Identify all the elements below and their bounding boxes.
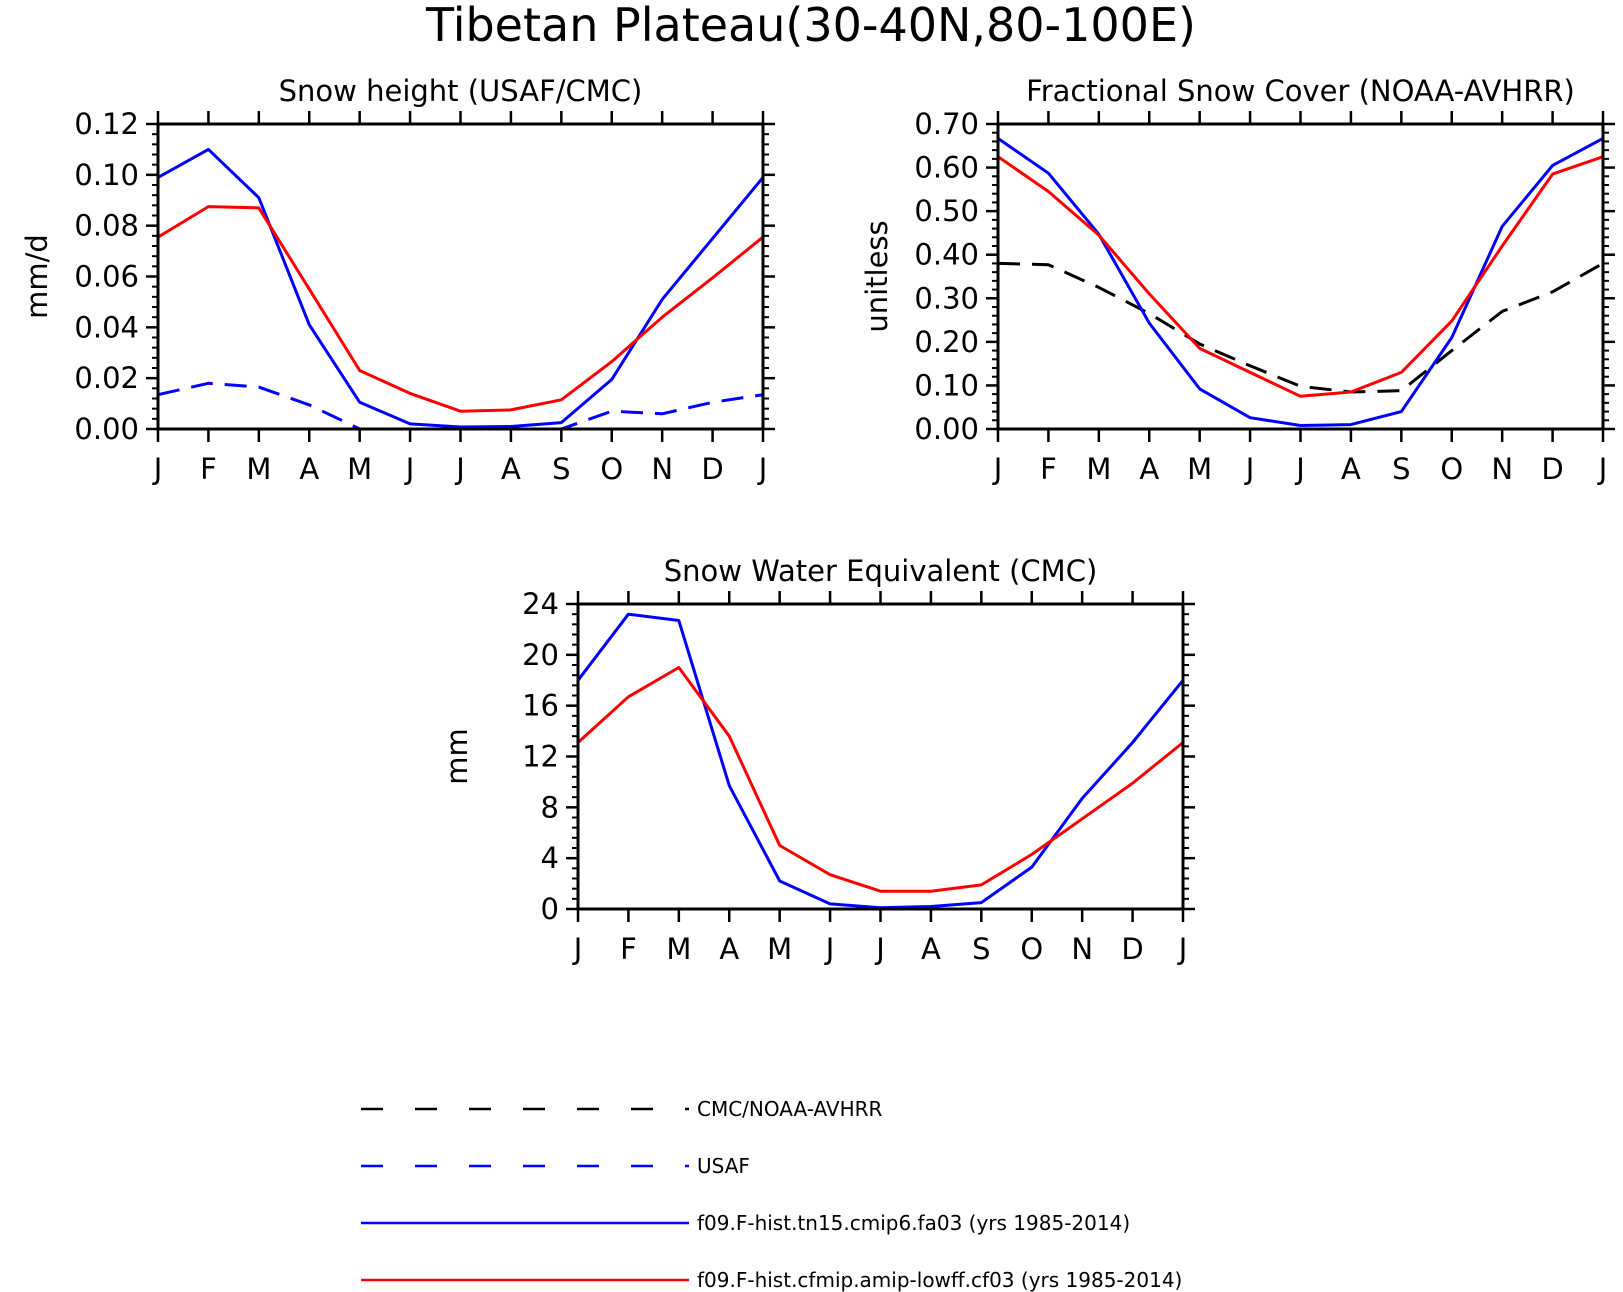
x-tick-label: J <box>1294 452 1305 486</box>
y-tick-label: 0.06 <box>74 260 139 294</box>
y-tick-label: 0.50 <box>914 194 979 228</box>
y-axis-label: mm/d <box>20 234 54 319</box>
series-line <box>157 205 764 413</box>
y-tick-label: 0 <box>541 892 559 926</box>
x-tick-label: J <box>1177 932 1188 966</box>
x-tick-label: J <box>152 452 163 486</box>
plot-frame <box>996 122 1605 431</box>
panel-title: Fractional Snow Cover (NOAA-AVHRR) <box>1026 74 1575 108</box>
snow-cover-panel: Fractional Snow Cover (NOAA-AVHRR) unitle… <box>860 74 1615 486</box>
series-line <box>997 155 1604 398</box>
x-tick-label: N <box>1491 452 1513 486</box>
x-tick-label: A <box>501 452 521 486</box>
y-tick-label: 0.30 <box>914 281 979 315</box>
figure-title: Tibetan Plateau(30-40N,80-100E) <box>425 0 1196 52</box>
x-tick-label: S <box>1392 452 1410 486</box>
legend-label: f09.F-hist.tn15.cmip6.fa03 (yrs 1985-201… <box>697 1211 1130 1235</box>
series-line <box>997 261 1604 394</box>
y-tick-label: 0.10 <box>914 368 979 402</box>
y-tick-label: 0.60 <box>914 151 979 185</box>
y-tick-label: 0.00 <box>74 412 139 446</box>
y-tick-label: 20 <box>522 638 559 672</box>
y-tick-label: 0.02 <box>74 361 139 395</box>
legend-label: f09.F-hist.cfmip.amip-lowff.cf03 (yrs 19… <box>697 1268 1182 1292</box>
x-tick-label: A <box>921 932 941 966</box>
y-tick-label: 0.40 <box>914 238 979 272</box>
x-tick-label: F <box>200 452 217 486</box>
y-tick-label: 24 <box>522 587 559 621</box>
y-tick-label: 0.00 <box>914 412 979 446</box>
y-tick-label: 8 <box>541 790 559 824</box>
x-tick-label: J <box>1597 452 1608 486</box>
y-tick-label: 0.04 <box>74 310 139 344</box>
y-axis-label: mm <box>440 728 474 785</box>
x-tick-label: J <box>992 452 1003 486</box>
plot-frame <box>576 602 1185 911</box>
legend: CMC/NOAA-AVHRR USAF f09.F-hist.tn15.cmip6.… <box>361 1097 1182 1292</box>
y-tick-label: 4 <box>541 841 559 875</box>
swe-panel: Snow Water Equivalent (CMC) mm 0 4 8 12 16 20 24… <box>440 554 1195 966</box>
y-tick-label: 0.12 <box>74 107 139 141</box>
x-tick-label: M <box>1187 452 1212 486</box>
snow-height-panel: Snow height (USAF/CMC) mm/d 0.00 0.02 0.04 0.… <box>20 74 775 486</box>
legend-label: USAF <box>697 1154 750 1178</box>
x-tick-label: S <box>552 452 570 486</box>
x-tick-label: J <box>757 452 768 486</box>
x-tick-label: J <box>572 932 583 966</box>
x-tick-label: J <box>454 452 465 486</box>
series-line <box>157 147 765 429</box>
y-tick-label: 0.10 <box>74 158 139 192</box>
series-line <box>997 137 1604 427</box>
x-tick-label: M <box>666 932 691 966</box>
x-tick-label: D <box>1541 452 1563 486</box>
y-tick-label: 16 <box>522 689 559 723</box>
x-tick-label: O <box>1020 932 1043 966</box>
x-tick-label: S <box>972 932 990 966</box>
legend-label: CMC/NOAA-AVHRR <box>697 1097 883 1121</box>
x-tick-label: J <box>1244 452 1255 486</box>
x-tick-label: A <box>719 932 739 966</box>
x-tick-label: J <box>404 452 415 486</box>
series-line <box>157 381 764 431</box>
x-tick-label: O <box>1440 452 1463 486</box>
y-tick-label: 0.70 <box>914 107 979 141</box>
x-tick-label: J <box>874 932 885 966</box>
x-tick-label: M <box>1086 452 1111 486</box>
y-tick-label: 0.08 <box>74 209 139 243</box>
x-tick-label: A <box>1341 452 1361 486</box>
y-tick-label: 12 <box>522 740 559 774</box>
x-tick-label: D <box>701 452 723 486</box>
y-tick-label: 0.20 <box>914 325 979 359</box>
x-tick-label: M <box>347 452 372 486</box>
x-tick-label: A <box>299 452 319 486</box>
panel-title: Snow Water Equivalent (CMC) <box>664 554 1098 588</box>
y-axis-label: unitless <box>860 220 894 332</box>
plot-frame <box>156 122 765 431</box>
panel-title: Snow height (USAF/CMC) <box>279 74 643 108</box>
x-tick-label: O <box>600 452 623 486</box>
x-tick-label: F <box>620 932 637 966</box>
x-tick-label: M <box>246 452 271 486</box>
series-line <box>576 612 1185 910</box>
x-tick-label: F <box>1040 452 1057 486</box>
x-tick-label: A <box>1139 452 1159 486</box>
x-tick-label: N <box>1071 932 1093 966</box>
x-tick-label: J <box>824 932 835 966</box>
x-tick-label: D <box>1121 932 1143 966</box>
x-tick-label: N <box>651 452 673 486</box>
x-tick-label: M <box>767 932 792 966</box>
series-line <box>576 666 1184 893</box>
